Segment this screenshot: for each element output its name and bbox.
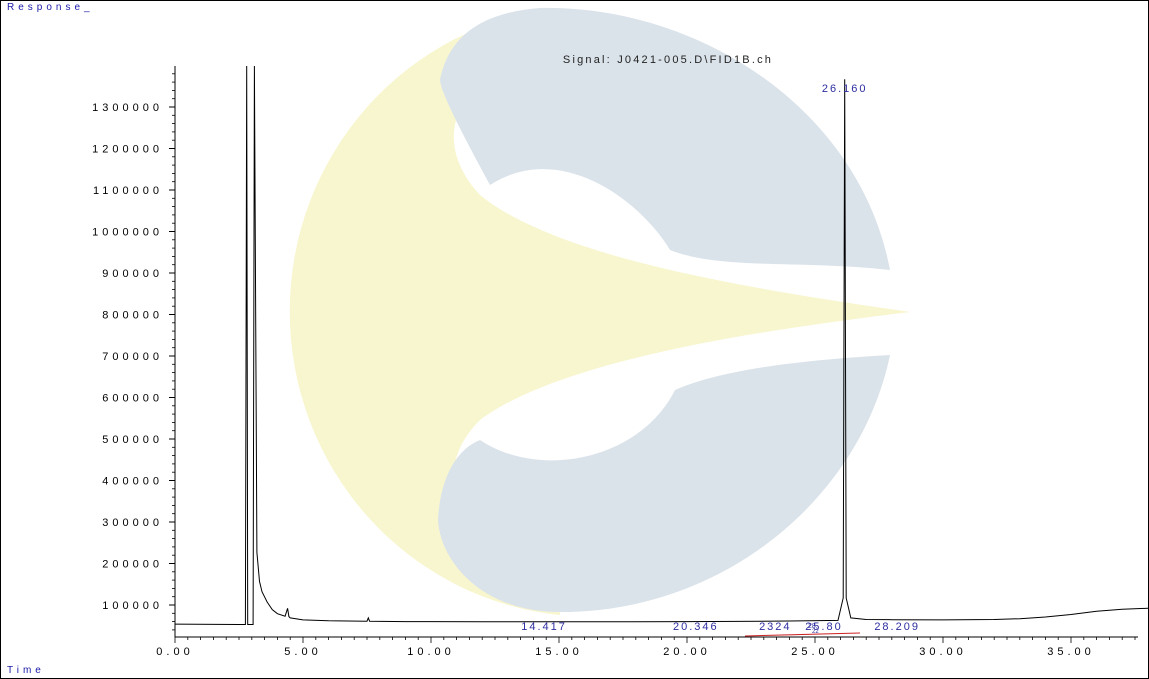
peak-label: 28.209 <box>874 621 920 633</box>
y-ticks: 100000 200000 300000 400000 500000 600000 7000… <box>92 73 175 631</box>
x-tick-label: 35.00 <box>1047 646 1095 658</box>
y-tick-label: 300000 <box>102 517 163 529</box>
x-tick-label: 10.00 <box>407 646 455 658</box>
small-mark-1: 28. <box>808 623 818 630</box>
baseline-trace <box>744 632 861 637</box>
y-tick-label: 1300000 <box>92 102 163 114</box>
y-tick-label: 800000 <box>102 310 163 322</box>
signal-series-line <box>174 65 1149 625</box>
peak-label: 20.346 <box>673 621 719 633</box>
y-axis-label: Response_ <box>7 2 94 13</box>
logo-blue-upper <box>440 7 890 271</box>
y-tick-label: 700000 <box>102 351 163 363</box>
peak-labels: 14.417 20.346 2324 25.80 26.160 28.209 <box>521 83 920 633</box>
x-tick-label: 30.00 <box>919 646 967 658</box>
y-tick-label: 1200000 <box>92 144 163 156</box>
logo-blue-lower <box>438 355 890 613</box>
y-tick-label: 1100000 <box>93 185 163 197</box>
x-tick-label: 25.00 <box>791 646 839 658</box>
peak-label: 25.80 <box>805 621 843 633</box>
x-tick-label: 15.00 <box>535 646 583 658</box>
x-tick-label: 20.00 <box>663 646 711 658</box>
y-tick-label: 900000 <box>102 268 163 280</box>
y-tick-label: 400000 <box>102 476 163 488</box>
x-ticks: 0.00 5.00 10.00 15.00 20.00 25.00 30.00 35.00 <box>156 637 1136 658</box>
y-tick-label: 200000 <box>102 559 163 571</box>
y-tick-label: 600000 <box>102 393 163 405</box>
x-axis-label: Time <box>7 665 45 676</box>
y-tick-label: 1000000 <box>92 227 163 239</box>
small-mark-2: 22 <box>812 629 819 635</box>
peak-label: 14.417 <box>521 621 567 633</box>
chart-title: Signal: J0421-005.D\FID1B.ch <box>563 54 773 66</box>
x-tick-label: 0.00 <box>156 646 193 658</box>
y-tick-label: 500000 <box>102 434 163 446</box>
logo-yellow-crescent <box>289 8 910 615</box>
peak-label: 2324 <box>759 621 791 633</box>
x-tick-label: 5.00 <box>284 646 321 658</box>
y-tick-label: 100000 <box>102 600 163 612</box>
peak-label: 26.160 <box>822 83 868 95</box>
